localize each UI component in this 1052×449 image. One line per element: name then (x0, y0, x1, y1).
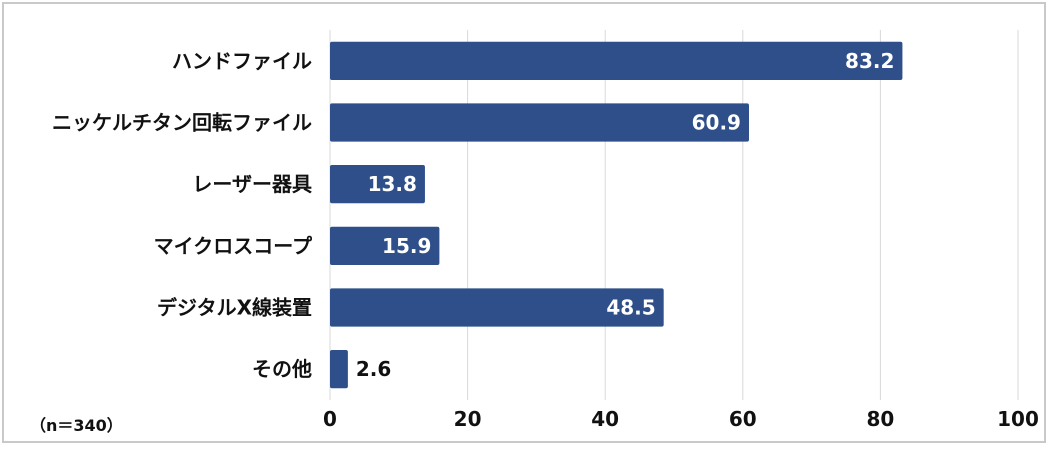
category-label: マイクロスコープ (154, 234, 313, 258)
data-label: 13.8 (368, 172, 417, 196)
bar (330, 103, 749, 142)
data-label: 15.9 (382, 234, 431, 258)
data-label: 60.9 (692, 111, 741, 135)
category-label: デジタルX線装置 (157, 296, 312, 320)
bar (330, 41, 903, 80)
x-tick-label: 0 (323, 407, 337, 431)
x-tick-label: 60 (729, 407, 757, 431)
sample-size-note: （n＝340） (30, 416, 123, 435)
data-label: 48.5 (606, 296, 655, 320)
bar (330, 288, 664, 327)
x-tick-label: 80 (866, 407, 894, 431)
category-label: ニッケルチタン回転ファイル (52, 111, 312, 135)
category-label: ハンドファイル (172, 49, 312, 73)
data-label: 2.6 (356, 357, 391, 381)
category-label: その他 (252, 357, 312, 381)
x-tick-label: 100 (997, 407, 1039, 431)
bar (330, 165, 425, 204)
bar (330, 226, 440, 265)
x-tick-label: 20 (454, 407, 482, 431)
data-label: 83.2 (845, 49, 894, 73)
bar (330, 350, 348, 389)
category-label: レーザー器具 (192, 172, 312, 196)
x-tick-label: 40 (591, 407, 619, 431)
